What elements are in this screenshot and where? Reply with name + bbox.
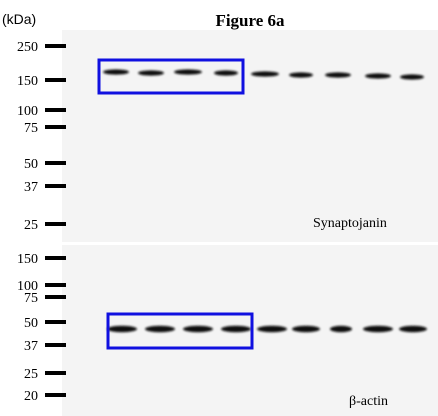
marker-label: 37 <box>24 339 38 354</box>
page: Figure 6a (kDa) Synaptojanin β-actin 250… <box>0 0 438 416</box>
marker-label: 100 <box>17 104 38 119</box>
band <box>221 326 251 332</box>
band <box>325 72 351 77</box>
marker-label: 25 <box>24 367 38 382</box>
marker-label: 75 <box>24 291 38 306</box>
figure: Figure 6a (kDa) Synaptojanin β-actin 250… <box>0 0 438 416</box>
marker-label: 50 <box>24 316 38 331</box>
band <box>399 326 427 332</box>
marker-label: 25 <box>24 218 38 233</box>
marker-label: 250 <box>17 40 38 55</box>
marker-label: 37 <box>24 180 38 195</box>
figure-title: Figure 6a <box>215 11 285 30</box>
protein-label: Synaptojanin <box>313 216 387 231</box>
band <box>257 326 287 332</box>
band <box>214 70 238 75</box>
band <box>289 72 313 77</box>
band <box>174 69 202 74</box>
band <box>292 326 320 332</box>
blot-panel <box>62 30 438 242</box>
band <box>103 69 129 74</box>
marker-label: 150 <box>17 74 38 89</box>
band <box>363 326 393 332</box>
marker-label: 50 <box>24 157 38 172</box>
marker-label: 150 <box>17 252 38 267</box>
band <box>183 326 213 332</box>
band <box>400 74 424 79</box>
band <box>145 326 175 332</box>
band <box>365 73 391 78</box>
band <box>251 71 279 76</box>
marker-label: 20 <box>24 389 38 404</box>
protein-label: β-actin <box>349 394 388 409</box>
unit-label: (kDa) <box>2 11 36 27</box>
band <box>138 70 164 75</box>
marker-label: 75 <box>24 121 38 136</box>
band <box>330 326 352 332</box>
band <box>107 326 137 332</box>
